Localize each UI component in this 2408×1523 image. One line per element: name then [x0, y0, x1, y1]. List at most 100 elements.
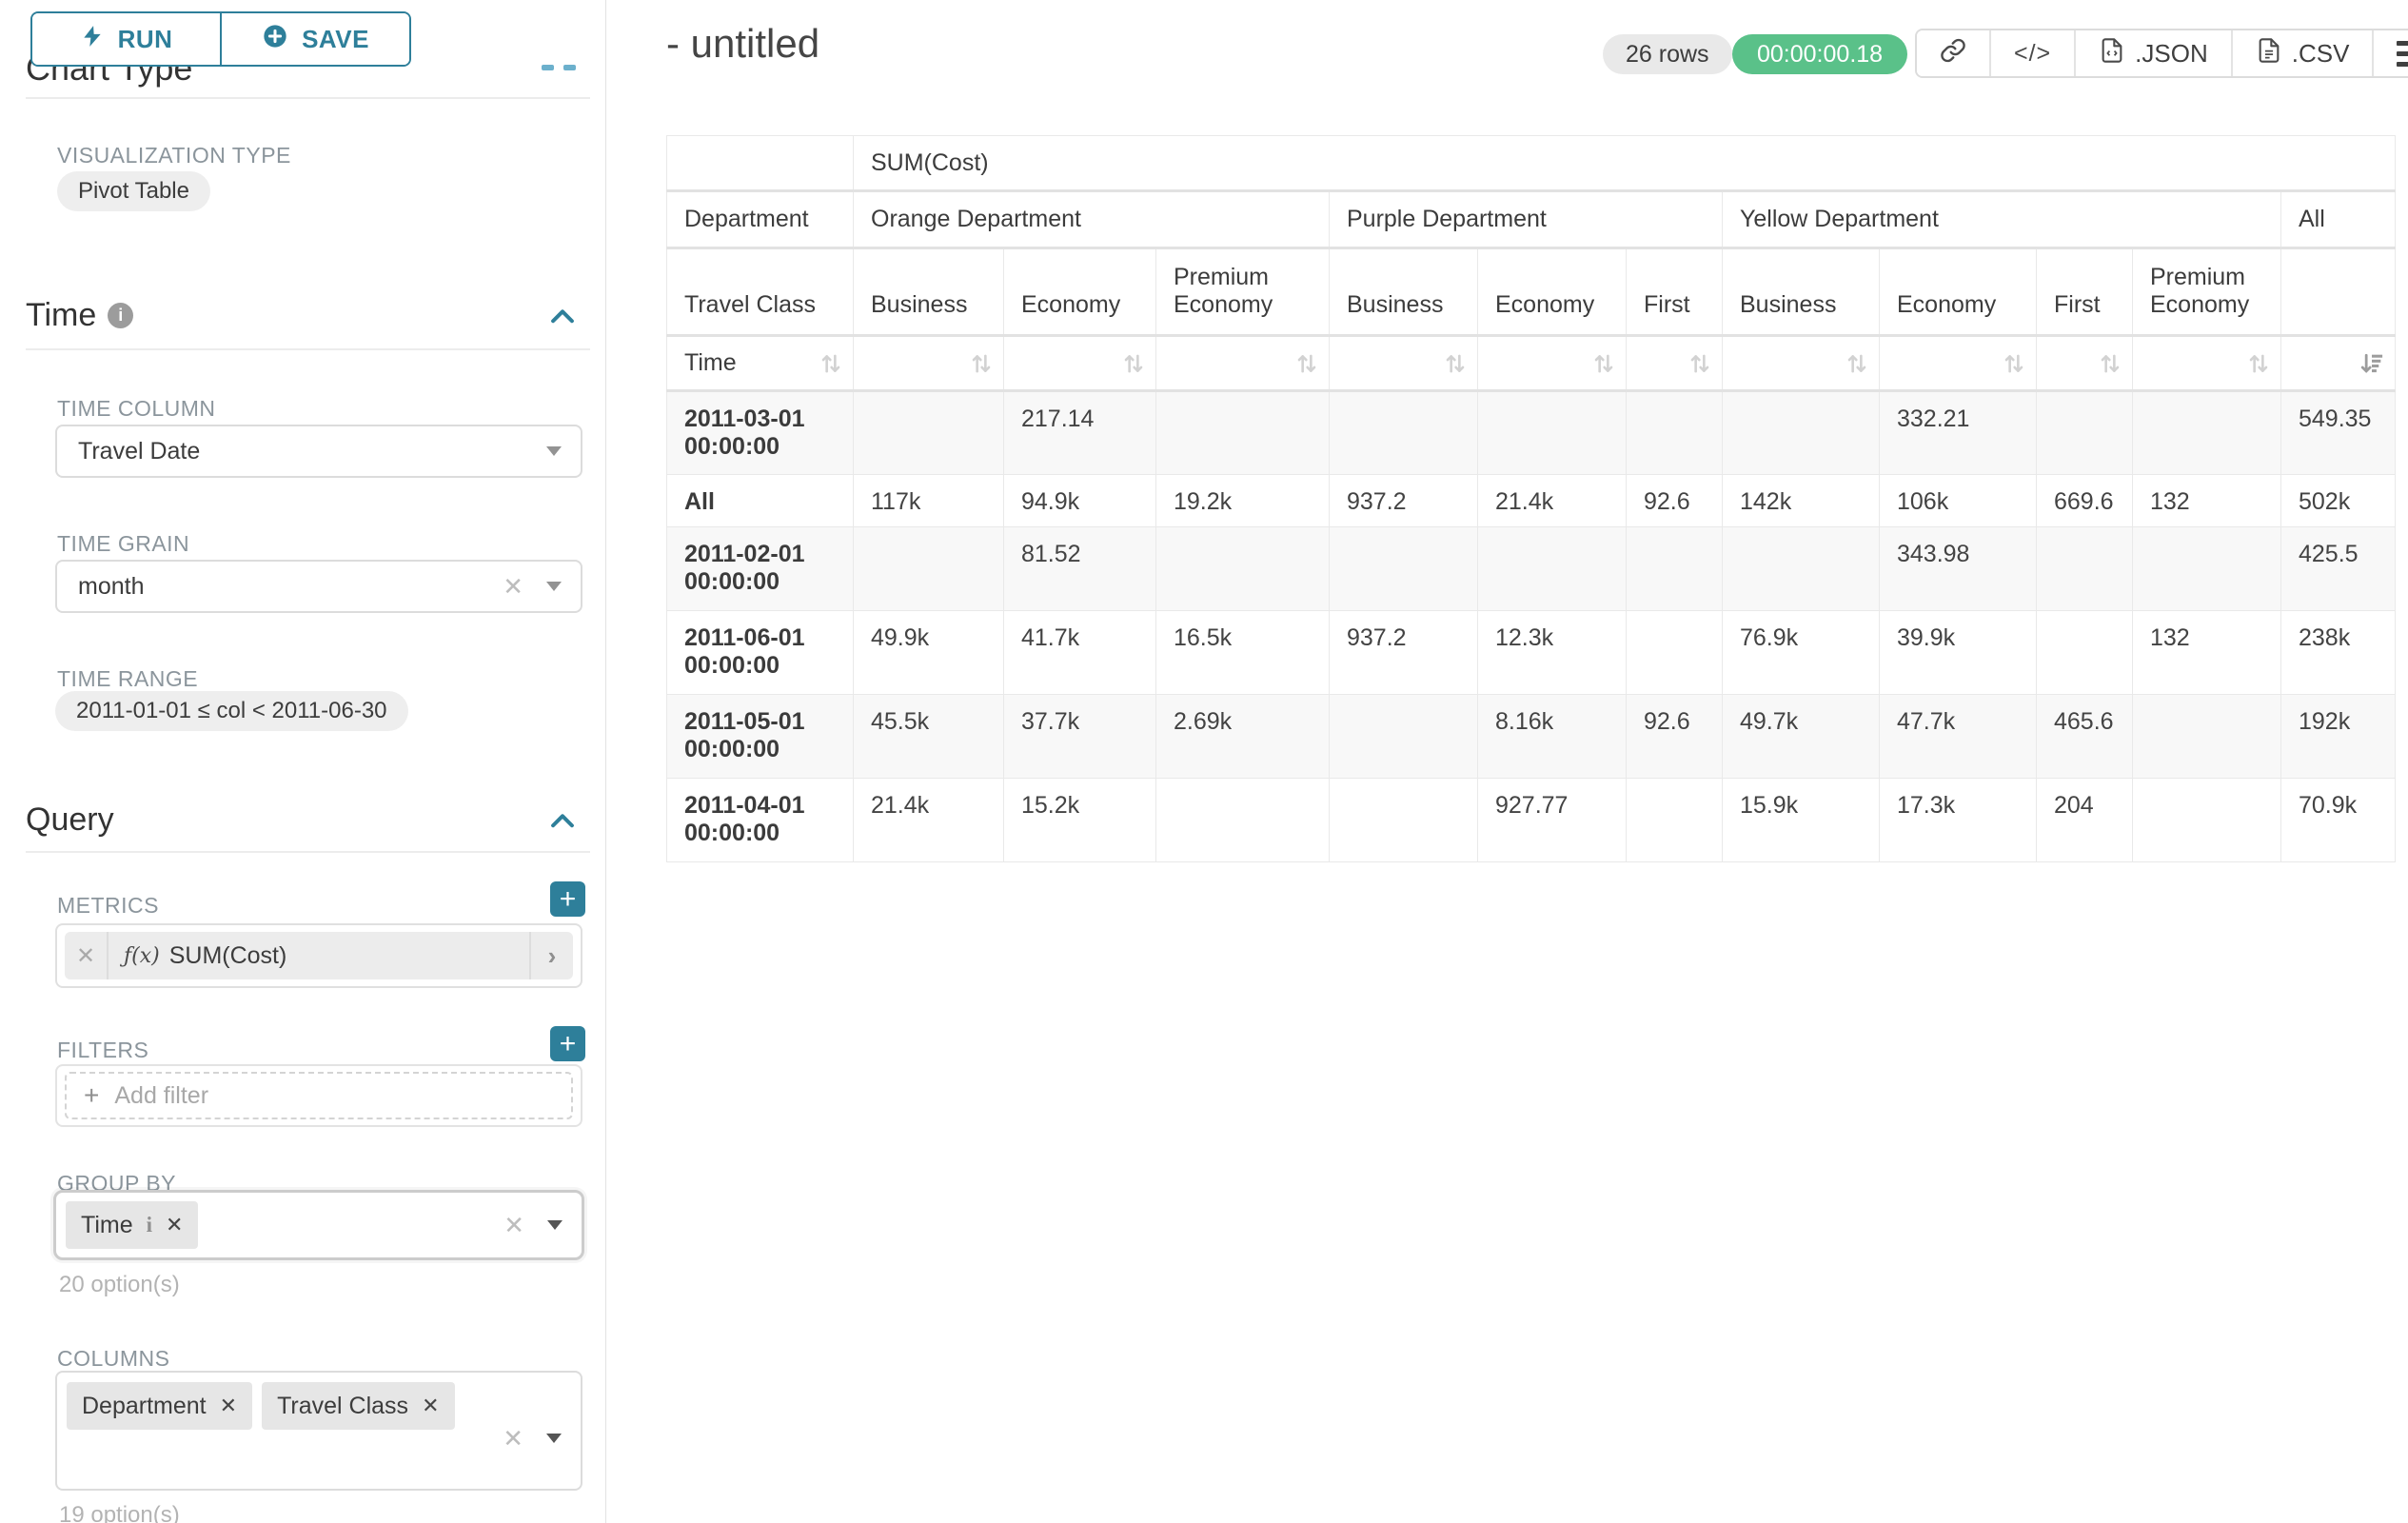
add-metric-button[interactable]: +	[550, 881, 585, 917]
pivot-cell: 70.9k	[2280, 778, 2397, 862]
sort-header[interactable]	[1722, 335, 1880, 391]
pivot-cell	[2132, 390, 2281, 475]
pivot-cell	[2036, 610, 2133, 695]
column-header: Business	[853, 247, 1004, 336]
chevron-down-icon[interactable]	[546, 1434, 562, 1443]
columns-options-count: 19 option(s)	[59, 1502, 180, 1523]
divider	[26, 851, 590, 853]
lightning-icon	[80, 24, 105, 55]
row-label: All	[666, 474, 854, 527]
columns-select[interactable]: Department ✕ Travel Class ✕ ✕	[55, 1371, 582, 1491]
remove-tag-icon[interactable]: ✕	[422, 1394, 440, 1417]
pivot-cell	[1329, 778, 1478, 862]
collapse-chevron-icon[interactable]	[546, 805, 579, 838]
pivot-cell	[2132, 778, 2281, 862]
sort-header[interactable]	[2132, 335, 2281, 391]
sort-header[interactable]	[1003, 335, 1156, 391]
chevron-down-icon[interactable]	[547, 1220, 563, 1230]
divider	[26, 97, 590, 99]
pivot-cell: 465.6	[2036, 694, 2133, 779]
add-filter-plus-button[interactable]: +	[550, 1026, 585, 1061]
more-menu-button[interactable]	[2374, 30, 2408, 76]
remove-tag-icon[interactable]: ✕	[166, 1213, 184, 1236]
corner-cell	[666, 135, 854, 191]
info-icon[interactable]: i	[146, 1213, 153, 1236]
time-grain-select[interactable]: month ✕	[55, 560, 582, 613]
column-header: Premium Economy	[1155, 247, 1330, 336]
share-link-button[interactable]	[1917, 30, 1991, 76]
sort-header[interactable]	[1155, 335, 1330, 391]
column-group-header: Orange Department	[853, 190, 1330, 248]
sort-row: Time	[666, 335, 2397, 391]
query-section-heading: Query	[26, 801, 114, 838]
metric-pill[interactable]: ✕ ƒ(x) SUM(Cost) ›	[65, 932, 573, 979]
collapse-chevron-icon[interactable]	[546, 301, 579, 333]
filters-box: + Add filter	[55, 1064, 582, 1127]
filters-label: FILTERS	[57, 1038, 149, 1062]
pivot-cell	[1626, 390, 1723, 475]
hamburger-menu-icon	[2397, 40, 2408, 67]
pivot-cell: 39.9k	[1879, 610, 2037, 695]
clear-icon[interactable]: ✕	[503, 1424, 523, 1453]
clipped-icon-fragment	[542, 65, 554, 70]
clear-icon[interactable]: ✕	[503, 572, 523, 601]
metrics-label: METRICS	[57, 893, 159, 918]
pivot-cell	[1329, 390, 1478, 475]
department-corner-cell: Department	[666, 190, 854, 248]
query-timer-badge: 00:00:00.18	[1732, 34, 1908, 74]
export-json-button[interactable]: .JSON	[2076, 30, 2233, 76]
department-header-row: Department Orange Department Purple Depa…	[666, 190, 2397, 248]
column-header: First	[2036, 247, 2133, 336]
pivot-cell: 21.4k	[1477, 474, 1627, 527]
sort-header[interactable]	[853, 335, 1004, 391]
travel-class-corner-cell: Travel Class	[666, 247, 854, 336]
pivot-cell: 8.16k	[1477, 694, 1627, 779]
column-group-header: Yellow Department	[1722, 190, 2281, 248]
pivot-table-container: SUM(Cost) Department Orange Department P…	[666, 135, 2397, 862]
sort-header[interactable]	[1879, 335, 2037, 391]
add-filter-button[interactable]: + Add filter	[65, 1072, 573, 1119]
remove-metric-icon[interactable]: ✕	[65, 932, 109, 979]
save-button[interactable]: SAVE	[222, 13, 409, 65]
sort-header[interactable]	[1329, 335, 1478, 391]
pivot-cell: 16.5k	[1155, 610, 1330, 695]
pivot-cell: 76.9k	[1722, 610, 1880, 695]
time-range-pill[interactable]: 2011-01-01 ≤ col < 2011-06-30	[55, 691, 408, 731]
column-group-header: Purple Department	[1329, 190, 1723, 248]
view-query-button[interactable]: </>	[1991, 30, 2077, 76]
chart-title[interactable]: - untitled	[666, 21, 820, 66]
chevron-down-icon[interactable]	[546, 446, 562, 456]
chevron-right-icon[interactable]: ›	[529, 932, 573, 979]
pivot-cell	[1477, 526, 1627, 611]
sort-header-active[interactable]	[2280, 335, 2397, 391]
clear-icon[interactable]: ✕	[503, 1211, 524, 1239]
pivot-table: SUM(Cost) Department Orange Department P…	[666, 135, 2397, 862]
sort-header[interactable]	[1477, 335, 1627, 391]
pivot-cell: 238k	[2280, 610, 2397, 695]
group-by-select[interactable]: Time i ✕ ✕	[53, 1190, 584, 1260]
time-section-heading: Time i	[26, 297, 134, 334]
json-label: .JSON	[2135, 38, 2208, 68]
remove-tag-icon[interactable]: ✕	[219, 1394, 238, 1417]
pivot-cell: 41.7k	[1003, 610, 1156, 695]
sort-header[interactable]	[2036, 335, 2133, 391]
pivot-cell: 12.3k	[1477, 610, 1627, 695]
save-button-label: SAVE	[302, 24, 369, 53]
time-range-label: TIME RANGE	[57, 666, 199, 691]
pivot-cell: 15.9k	[1722, 778, 1880, 862]
pivot-cell: 669.6	[2036, 474, 2133, 527]
export-csv-button[interactable]: .CSV	[2232, 30, 2375, 76]
row-count-badge: 26 rows	[1603, 34, 1732, 74]
pivot-cell	[2036, 390, 2133, 475]
time-column-select[interactable]: Travel Date	[55, 425, 582, 478]
sort-header[interactable]	[1626, 335, 1723, 391]
columns-tag: Travel Class ✕	[262, 1382, 455, 1430]
pivot-cell: 17.3k	[1879, 778, 2037, 862]
run-button[interactable]: RUN	[32, 13, 222, 65]
column-header: Business	[1329, 247, 1478, 336]
chevron-down-icon[interactable]	[546, 582, 562, 591]
info-icon[interactable]: i	[108, 303, 134, 328]
viz-type-pill[interactable]: Pivot Table	[57, 171, 210, 211]
sort-header-time[interactable]: Time	[666, 335, 854, 391]
